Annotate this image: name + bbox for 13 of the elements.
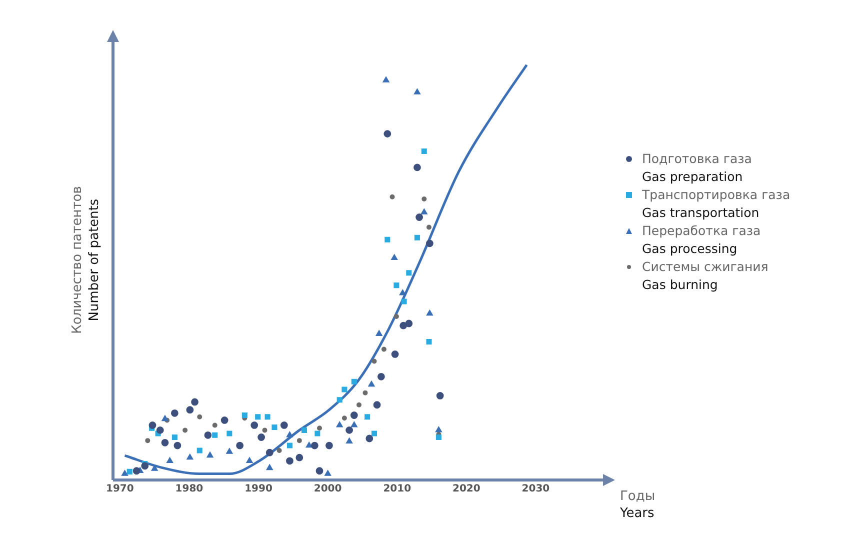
legend-label: Системы сжигания Gas burning — [642, 258, 768, 294]
legend-label: Транспортировка газа Gas transportation — [642, 186, 790, 222]
x-tick-label: 2000 — [314, 484, 342, 495]
x-tick-label: 1980 — [175, 484, 204, 495]
x-tick-label: 1970 — [106, 484, 134, 495]
x-tick-label: 1990 — [244, 484, 272, 495]
legend-label: Переработка газа Gas processing — [642, 222, 761, 258]
legend-label: Подготовка газа Gas preparation — [642, 150, 752, 186]
x-axis-title: Годы Years — [620, 488, 656, 522]
x-tick-label: 2010 — [383, 484, 412, 495]
x-tick-label: 2030 — [522, 484, 550, 495]
x-tick-label: 2020 — [452, 484, 480, 495]
y-axis-title: Количество патентов Number of patents — [68, 186, 103, 334]
